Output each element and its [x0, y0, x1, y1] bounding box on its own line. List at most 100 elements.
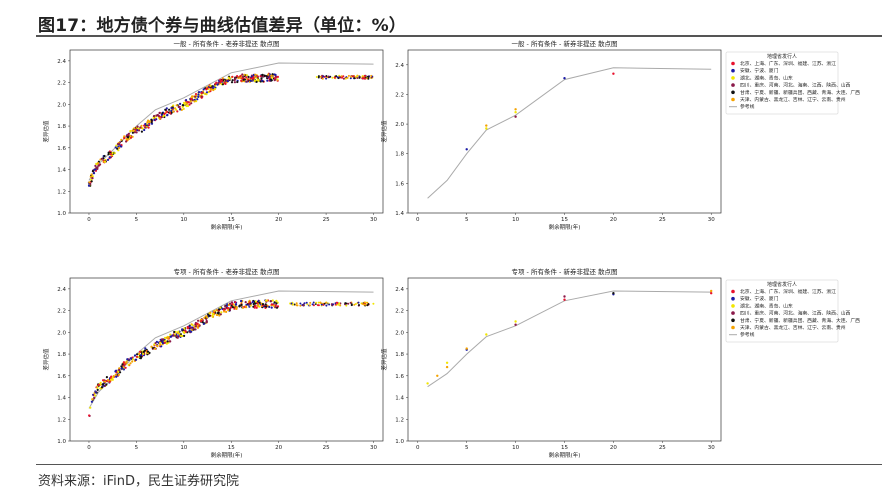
scatter-point: [346, 76, 349, 79]
scatter-point: [190, 97, 193, 100]
scatter-point: [212, 85, 215, 88]
scatter-point: [116, 147, 119, 150]
scatter-point: [367, 77, 370, 80]
scatter-point: [117, 373, 120, 376]
y-tick-label: 1.4: [395, 396, 404, 402]
scatter-point: [246, 80, 249, 83]
y-tick-label: 1.8: [57, 124, 66, 130]
legend-marker: [731, 325, 735, 330]
scatter-point: [235, 307, 238, 310]
scatter-point: [209, 311, 212, 314]
scatter-point: [271, 76, 274, 79]
scatter-point: [319, 301, 322, 304]
scatter-point: [257, 299, 260, 302]
scatter-point: [231, 79, 234, 82]
scatter-point: [221, 83, 224, 86]
scatter-point: [100, 386, 104, 389]
scatter-point: [129, 136, 133, 139]
scatter-point: [166, 110, 169, 114]
x-tick-label: 20: [610, 217, 617, 223]
y-tick-label: 1.2: [57, 189, 66, 195]
scatter-point: [261, 303, 265, 306]
scatter-point: [485, 124, 488, 127]
scatter-point: [146, 121, 149, 124]
x-tick-label: 10: [512, 445, 519, 451]
scatter-point: [129, 130, 132, 133]
scatter-point: [135, 355, 138, 358]
legend: 地理省发行人北京、上海、广东、深圳、福建、江苏、浙江安徽、宁波、厦门湖北、湖南、…: [725, 51, 860, 115]
scatter-point: [104, 380, 107, 383]
scatter-point: [354, 303, 357, 305]
page-title: 图17：地方债个券与曲线估值差异（单位：%）: [38, 16, 407, 36]
scatter-point: [233, 307, 236, 310]
scatter-point: [485, 333, 488, 336]
scatter-point: [91, 170, 94, 173]
legend-marker: [731, 304, 735, 308]
scatter-point: [211, 312, 215, 315]
scatter-point: [144, 126, 147, 129]
scatter-point: [290, 302, 293, 305]
scatter-point: [315, 76, 318, 78]
y-tick-label: 2.4: [57, 287, 66, 293]
scatter-point: [227, 309, 230, 312]
scatter-point: [99, 387, 102, 390]
scatter-point: [361, 302, 364, 305]
scatter-point: [363, 74, 366, 77]
scatter-point: [328, 303, 331, 306]
scatter-point: [563, 77, 566, 80]
scatter-point: [436, 374, 439, 377]
scatter-point: [267, 73, 270, 76]
scatter-point: [338, 74, 341, 77]
scatter-point: [315, 301, 318, 304]
y-tick-label: 2.4: [57, 59, 66, 65]
scatter-point: [426, 382, 429, 385]
scatter-point: [115, 375, 118, 378]
x-tick-label: 10: [180, 445, 187, 451]
y-tick-label: 2.2: [395, 309, 404, 315]
scatter-point: [465, 347, 468, 350]
scatter-point: [268, 305, 271, 308]
scatter-point: [146, 350, 150, 353]
scatter-point: [249, 79, 252, 82]
scatter-point: [185, 102, 189, 105]
scatter-point: [190, 328, 193, 332]
scatter-point: [172, 104, 175, 107]
scatter-point: [157, 114, 160, 117]
scatter-point: [185, 99, 188, 102]
scatter-point: [213, 310, 216, 313]
plot-frame: [407, 49, 722, 214]
scatter-point: [158, 111, 161, 115]
scatter-point: [96, 386, 99, 389]
scatter-point: [270, 306, 273, 309]
scatter-point: [254, 300, 257, 303]
scatter-point: [164, 108, 167, 111]
scatter-point: [339, 304, 342, 307]
scatter-point: [143, 124, 146, 127]
scatter-point: [121, 363, 124, 366]
scatter-point: [197, 95, 200, 98]
x-axis-label: 剩余期限(年): [211, 451, 243, 459]
scatter-point: [191, 99, 194, 102]
legend-marker: [731, 90, 735, 95]
scatter-point: [266, 79, 269, 82]
x-tick-label: 10: [512, 217, 519, 223]
scatter-point: [485, 127, 488, 130]
scatter-point: [139, 357, 142, 360]
x-tick-label: 25: [659, 445, 666, 451]
scatter-point: [196, 98, 199, 101]
scatter-point: [274, 306, 277, 309]
legend-entry: 北京、上海、广东、深圳、福建、江苏、浙江: [740, 60, 836, 67]
scatter-point: [112, 375, 115, 378]
scatter-point: [122, 361, 125, 364]
legend-entry: 湖北、湖南、青岛、山东: [740, 74, 793, 81]
scatter-point: [292, 303, 295, 306]
scatter-point: [129, 362, 132, 365]
scatter-point: [150, 345, 153, 348]
scatter-point: [612, 72, 615, 75]
scatter-point: [317, 75, 320, 78]
scatter-point: [194, 325, 197, 328]
scatter-point: [161, 340, 164, 343]
x-tick-label: 5: [465, 445, 469, 451]
scatter-point: [350, 75, 353, 78]
x-tick-label: 30: [370, 217, 377, 223]
